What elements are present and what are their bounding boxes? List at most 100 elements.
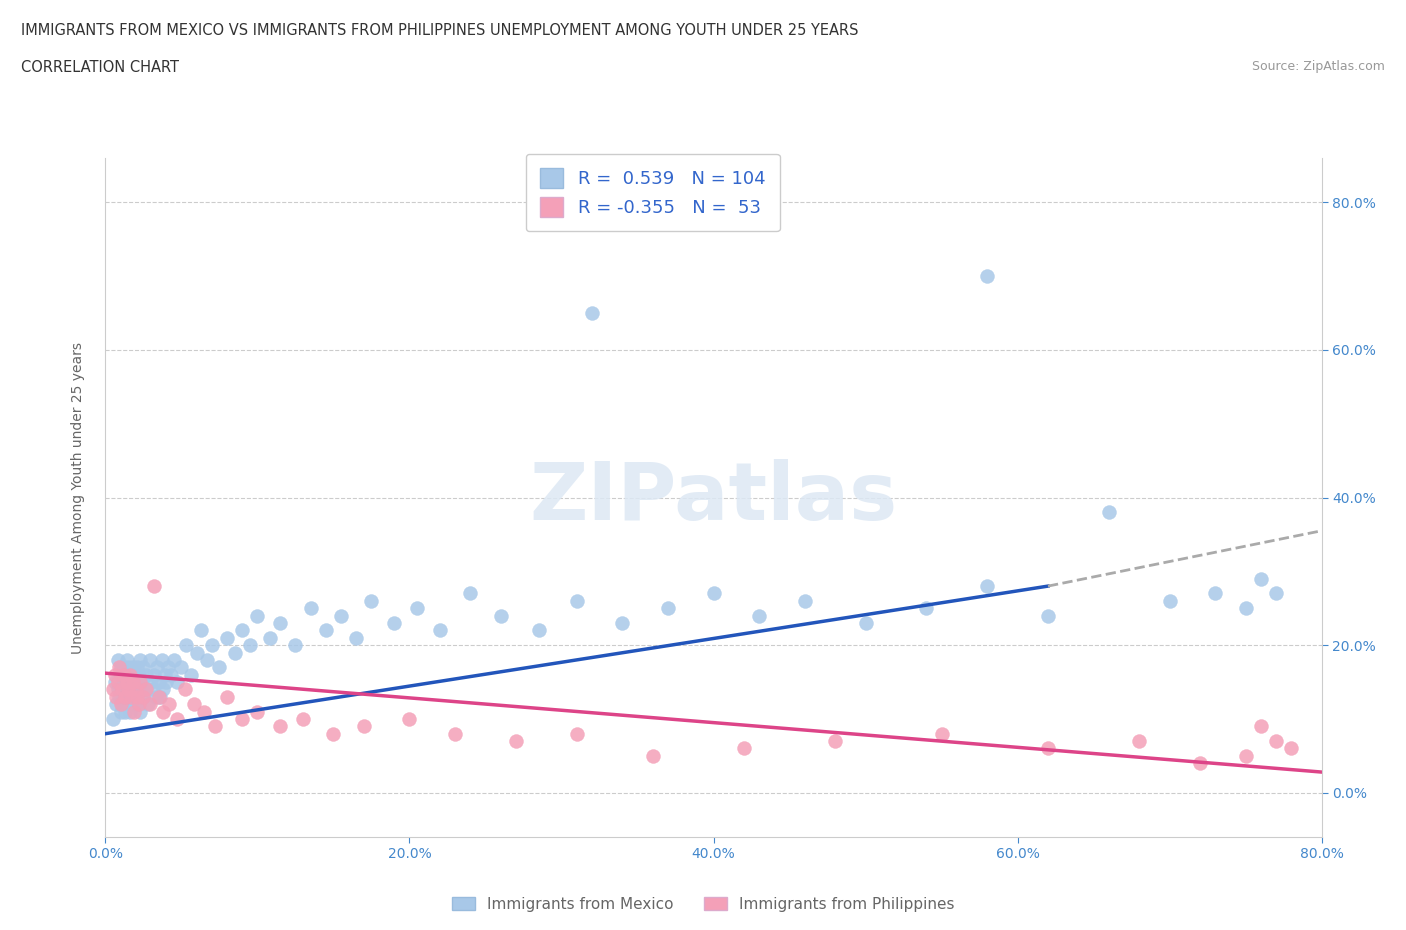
Point [163, 653, 186, 668]
Point [1036, 741, 1059, 756]
Point [110, 697, 132, 711]
Point [398, 711, 420, 726]
Point [748, 608, 770, 623]
Point [1188, 756, 1211, 771]
Point [204, 719, 226, 734]
Point [135, 667, 157, 682]
Point [124, 682, 146, 697]
Point [118, 682, 141, 697]
Point [166, 711, 188, 726]
Point [112, 674, 135, 689]
Point [114, 682, 136, 697]
Point [174, 638, 197, 653]
Point [105, 689, 128, 704]
Legend: R =  0.539   N = 104, R = -0.355   N =  53: R = 0.539 N = 104, R = -0.355 N = 53 [526, 153, 780, 232]
Point [1036, 608, 1059, 623]
Point [173, 682, 195, 697]
Point [114, 667, 136, 682]
Point [330, 608, 353, 623]
Point [702, 586, 725, 601]
Point [121, 697, 143, 711]
Point [190, 623, 212, 638]
Point [157, 697, 180, 711]
Point [976, 269, 998, 284]
Point [180, 667, 202, 682]
Text: ZIPatlas: ZIPatlas [530, 458, 897, 537]
Point [353, 719, 375, 734]
Point [269, 719, 291, 734]
Point [150, 653, 173, 668]
Point [128, 667, 150, 682]
Point [505, 734, 527, 749]
Point [135, 682, 157, 697]
Point [145, 689, 167, 704]
Point [115, 674, 138, 689]
Point [429, 623, 451, 638]
Point [1234, 749, 1257, 764]
Point [120, 689, 142, 704]
Point [117, 674, 139, 689]
Point [246, 704, 269, 719]
Point [657, 601, 679, 616]
Point [170, 660, 193, 675]
Point [299, 601, 322, 616]
Point [976, 578, 998, 593]
Point [114, 689, 136, 704]
Point [143, 578, 166, 593]
Point [124, 704, 146, 719]
Point [612, 616, 634, 631]
Point [824, 734, 846, 749]
Point [208, 660, 231, 675]
Point [155, 674, 177, 689]
Point [733, 741, 755, 756]
Point [108, 689, 131, 704]
Point [217, 689, 239, 704]
Point [565, 726, 588, 741]
Point [231, 711, 253, 726]
Point [152, 704, 174, 719]
Point [193, 704, 215, 719]
Point [793, 593, 815, 608]
Point [118, 667, 141, 682]
Legend: Immigrants from Mexico, Immigrants from Philippines: Immigrants from Mexico, Immigrants from … [446, 890, 960, 918]
Point [581, 306, 603, 321]
Point [855, 616, 877, 631]
Point [931, 726, 953, 741]
Point [101, 711, 124, 726]
Point [1128, 734, 1150, 749]
Point [115, 697, 138, 711]
Point [259, 631, 281, 645]
Point [284, 638, 307, 653]
Point [132, 689, 155, 704]
Point [322, 726, 344, 741]
Y-axis label: Unemployment Among Youth under 25 years: Unemployment Among Youth under 25 years [70, 341, 84, 654]
Point [117, 689, 139, 704]
Point [120, 674, 142, 689]
Point [124, 667, 146, 682]
Point [128, 682, 150, 697]
Point [406, 601, 429, 616]
Point [159, 667, 181, 682]
Point [527, 623, 550, 638]
Point [129, 653, 152, 668]
Point [269, 616, 291, 631]
Point [143, 667, 166, 682]
Point [112, 667, 135, 682]
Point [127, 697, 149, 711]
Point [112, 689, 135, 704]
Point [125, 689, 148, 704]
Point [105, 697, 128, 711]
Point [1159, 593, 1181, 608]
Text: CORRELATION CHART: CORRELATION CHART [21, 60, 179, 75]
Point [131, 674, 153, 689]
Point [186, 645, 208, 660]
Point [382, 616, 405, 631]
Point [142, 682, 165, 697]
Point [315, 623, 337, 638]
Point [108, 660, 131, 675]
Point [224, 645, 246, 660]
Point [201, 638, 224, 653]
Point [117, 660, 139, 675]
Point [148, 674, 170, 689]
Point [444, 726, 467, 741]
